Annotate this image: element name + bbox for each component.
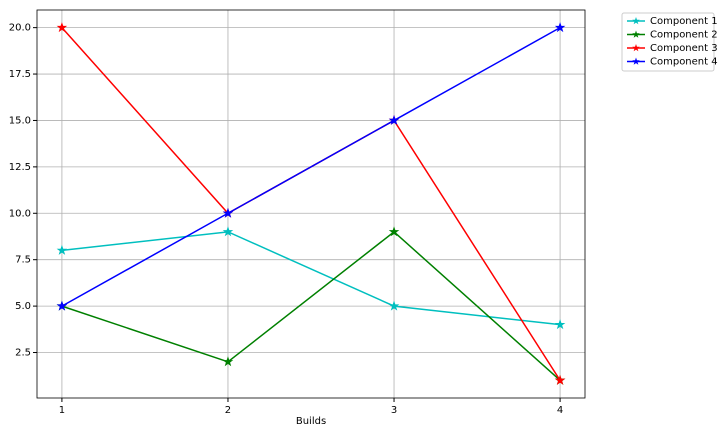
legend-marker	[632, 30, 640, 38]
plot-frame	[36, 9, 586, 399]
y-tick-label: 15.0	[9, 115, 31, 126]
series-line	[61, 230, 561, 381]
data-point	[554, 22, 566, 33]
y-tick-label: 17.5	[9, 69, 31, 80]
legend-marker	[632, 17, 640, 25]
data-point	[56, 22, 68, 33]
series-line	[61, 27, 561, 381]
data-point	[388, 114, 400, 125]
series-line	[61, 231, 561, 326]
x-axis-label: Builds	[296, 416, 326, 427]
y-tick-label: 7.5	[15, 255, 31, 266]
x-tick-label: 2	[225, 405, 231, 416]
data-point	[222, 207, 234, 218]
legend-box	[621, 12, 715, 72]
y-tick-label: 2.5	[15, 348, 31, 359]
data-point	[222, 226, 234, 237]
legend-label: Component 2	[650, 30, 718, 41]
y-tick-label: 12.5	[9, 162, 31, 173]
y-tick-label: 20.0	[9, 23, 31, 34]
data-point	[554, 374, 566, 385]
y-tick-label: 10.0	[9, 208, 31, 219]
data-point	[388, 226, 400, 237]
legend-marker	[632, 57, 640, 65]
legend-marker	[632, 44, 640, 52]
data-point	[56, 244, 68, 255]
data-point	[56, 300, 68, 311]
legend-label: Component 4	[650, 57, 718, 68]
data-point	[222, 356, 234, 367]
data-point	[554, 319, 566, 330]
x-tick-label: 3	[391, 405, 397, 416]
x-tick-label: 1	[59, 405, 65, 416]
x-tick-label: 4	[557, 405, 563, 416]
legend-label: Component 1	[650, 16, 718, 27]
y-tick-label: 5.0	[15, 301, 31, 312]
series-line	[61, 26, 561, 307]
data-point	[388, 300, 400, 311]
legend-label: Component 3	[650, 43, 718, 54]
